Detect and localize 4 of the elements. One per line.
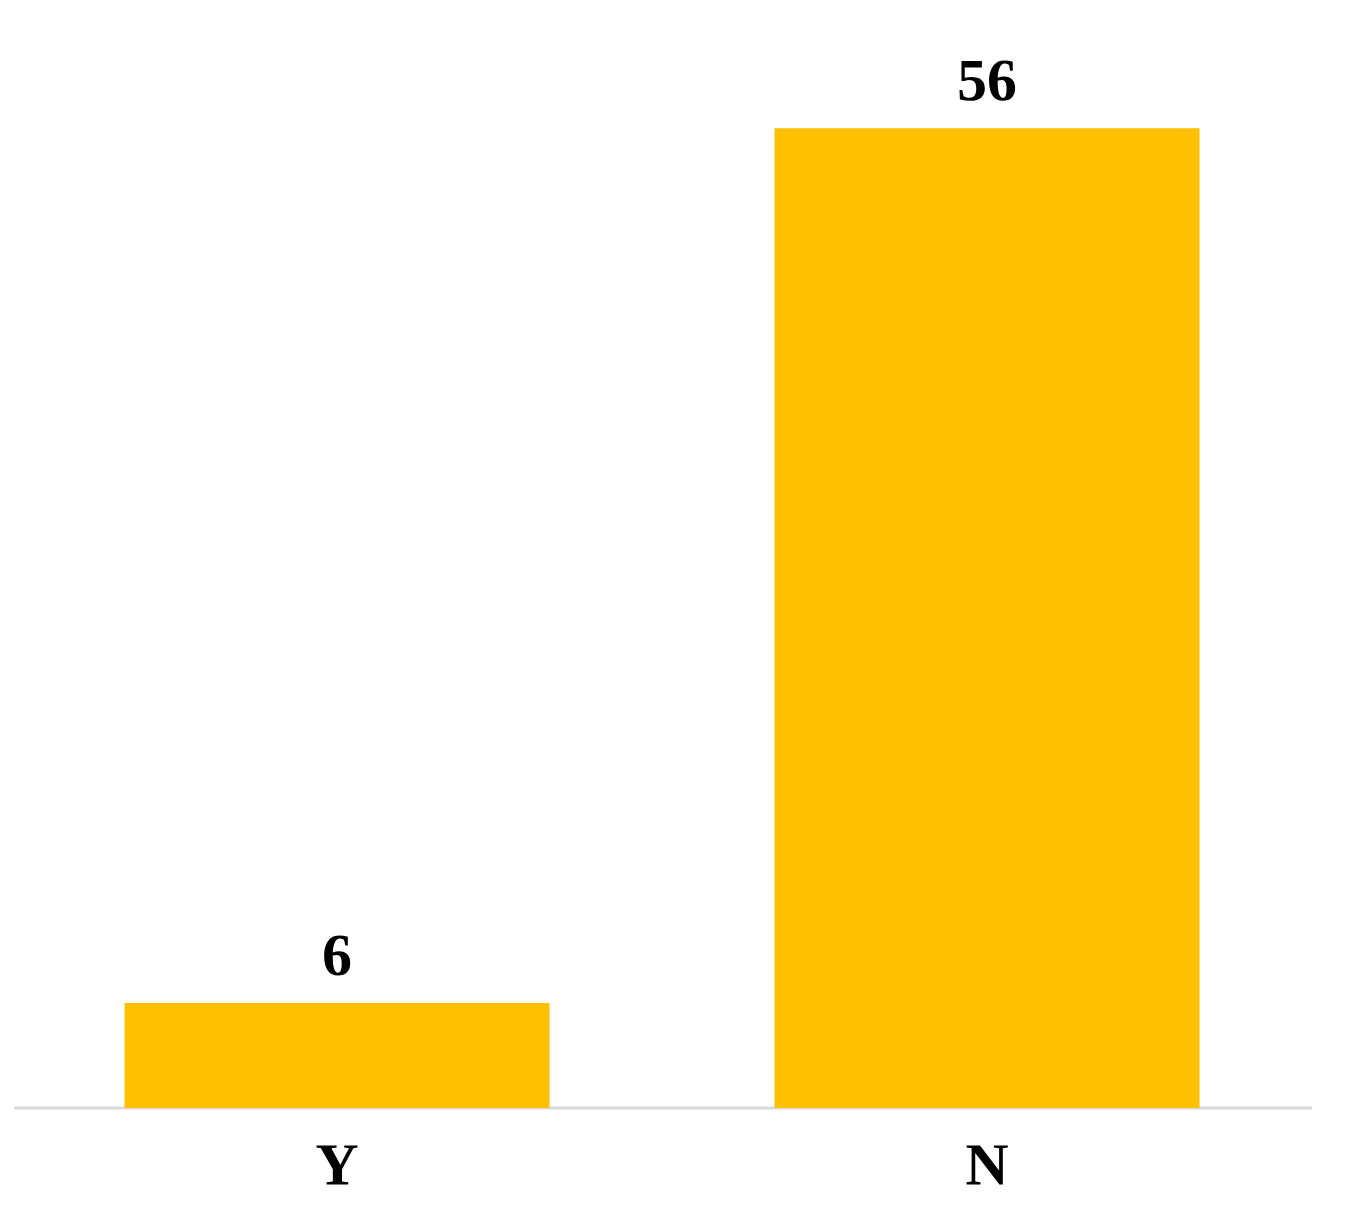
data-label: 56 <box>959 60 1016 101</box>
x-tick-label: Y <box>316 1145 358 1185</box>
data-label: 6 <box>324 935 351 976</box>
x-tick-label: N <box>966 1145 1008 1185</box>
